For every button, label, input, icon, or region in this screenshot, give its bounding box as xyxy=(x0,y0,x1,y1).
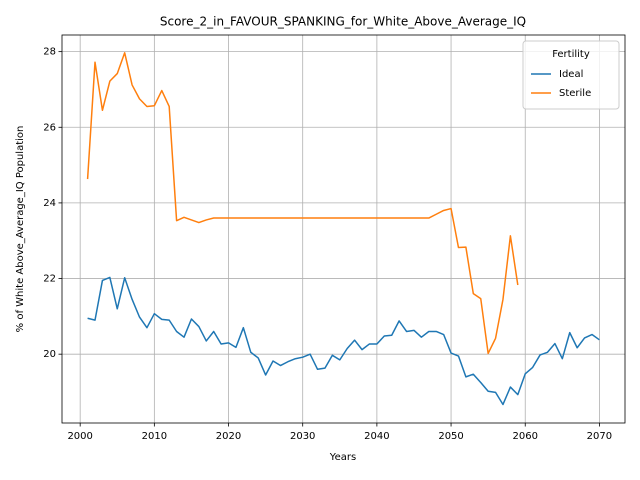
y-tick-label: 24 xyxy=(43,198,56,209)
x-tick-label: 2040 xyxy=(364,431,389,442)
x-tick-label: 2000 xyxy=(67,431,92,442)
x-tick-label: 2050 xyxy=(438,431,463,442)
y-tick-label: 20 xyxy=(43,349,56,360)
y-axis-label: % of White Above_Average_IQ Population xyxy=(15,126,26,333)
legend-title: Fertility xyxy=(552,49,590,60)
y-tick-label: 28 xyxy=(43,47,56,58)
y-tick-label: 26 xyxy=(43,122,56,133)
series-line xyxy=(86,52,519,355)
chart-title: Score_2_in_FAVOUR_SPANKING_for_White_Abo… xyxy=(160,15,526,29)
plot-frame xyxy=(61,34,626,424)
x-tick-label: 2070 xyxy=(587,431,612,442)
x-axis-label: Years xyxy=(329,452,356,463)
series-line xyxy=(87,276,600,406)
legend-label: Ideal xyxy=(559,69,583,80)
y-tick-label: 22 xyxy=(43,274,56,285)
legend-box xyxy=(522,40,620,110)
x-tick-label: 2030 xyxy=(290,431,315,442)
x-tick-label: 2020 xyxy=(216,431,241,442)
legend-label: Sterile xyxy=(559,88,591,99)
x-tick-label: 2010 xyxy=(142,431,167,442)
x-tick-label: 2060 xyxy=(513,431,538,442)
